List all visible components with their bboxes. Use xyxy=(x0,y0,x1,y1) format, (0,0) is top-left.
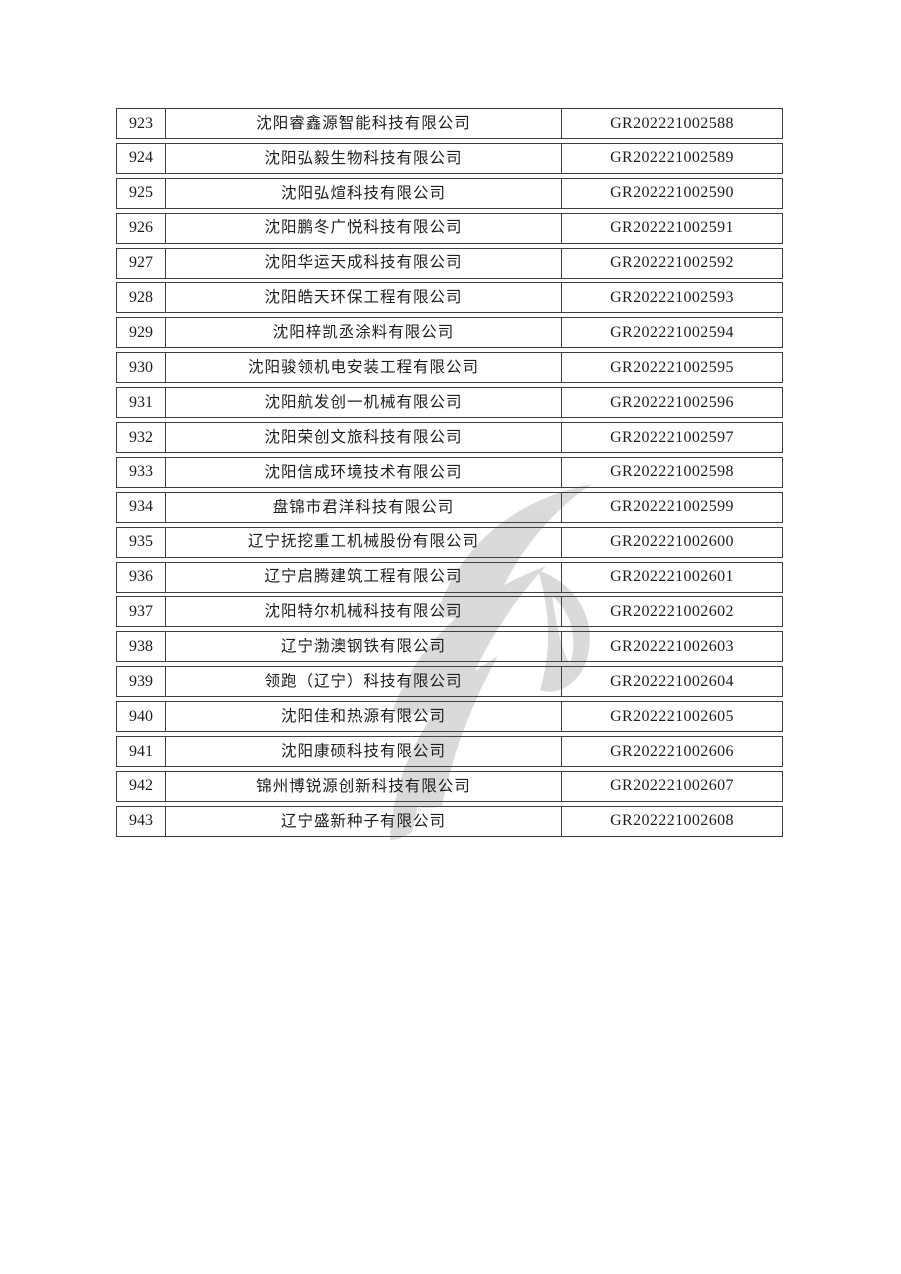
company-name-cell: 沈阳骏领机电安装工程有限公司 xyxy=(165,352,562,384)
certificate-number-cell: GR202221002589 xyxy=(561,142,783,174)
row-index-cell: 925 xyxy=(116,177,166,209)
company-name-cell: 锦州博锐源创新科技有限公司 xyxy=(165,770,562,802)
certificate-number-cell: GR202221002590 xyxy=(561,177,783,209)
certificate-number-cell: GR202221002604 xyxy=(561,666,783,698)
certificate-number-cell: GR202221002606 xyxy=(561,736,783,768)
company-name-cell: 沈阳梓凯丞涂料有限公司 xyxy=(165,317,562,349)
company-name-cell: 沈阳康硕科技有限公司 xyxy=(165,736,562,768)
row-index-cell: 936 xyxy=(116,561,166,593)
certificate-number-cell: GR202221002599 xyxy=(561,491,783,523)
company-name-cell: 沈阳信成环境技术有限公司 xyxy=(165,456,562,488)
row-index-cell: 943 xyxy=(116,805,166,837)
row-index-cell: 927 xyxy=(116,247,166,279)
certificate-table: 923 沈阳睿鑫源智能科技有限公司 GR202221002588 924 沈阳弘… xyxy=(116,108,783,837)
table-row: 943 辽宁盛新种子有限公司 GR202221002608 xyxy=(116,805,783,837)
row-index-cell: 934 xyxy=(116,491,166,523)
certificate-number-cell: GR202221002596 xyxy=(561,387,783,419)
table-row: 932 沈阳荣创文旅科技有限公司 GR202221002597 xyxy=(116,422,783,454)
row-index-cell: 941 xyxy=(116,736,166,768)
company-name-cell: 盘锦市君洋科技有限公司 xyxy=(165,491,562,523)
row-index-cell: 939 xyxy=(116,666,166,698)
certificate-number-cell: GR202221002593 xyxy=(561,282,783,314)
table-row: 931 沈阳航发创一机械有限公司 GR202221002596 xyxy=(116,387,783,419)
table-row: 924 沈阳弘毅生物科技有限公司 GR202221002589 xyxy=(116,142,783,174)
certificate-number-cell: GR202221002608 xyxy=(561,805,783,837)
certificate-number-cell: GR202221002603 xyxy=(561,631,783,663)
table-row: 936 辽宁启腾建筑工程有限公司 GR202221002601 xyxy=(116,561,783,593)
company-name-cell: 沈阳鹏冬广悦科技有限公司 xyxy=(165,212,562,244)
company-name-cell: 沈阳弘毅生物科技有限公司 xyxy=(165,142,562,174)
row-index-cell: 931 xyxy=(116,387,166,419)
certificate-number-cell: GR202221002597 xyxy=(561,422,783,454)
table-row: 929 沈阳梓凯丞涂料有限公司 GR202221002594 xyxy=(116,317,783,349)
table-row: 927 沈阳华运天成科技有限公司 GR202221002592 xyxy=(116,247,783,279)
certificate-number-cell: GR202221002601 xyxy=(561,561,783,593)
table-row: 935 辽宁抚挖重工机械股份有限公司 GR202221002600 xyxy=(116,526,783,558)
table-row: 933 沈阳信成环境技术有限公司 GR202221002598 xyxy=(116,456,783,488)
certificate-number-cell: GR202221002588 xyxy=(561,108,783,139)
row-index-cell: 940 xyxy=(116,701,166,733)
row-index-cell: 938 xyxy=(116,631,166,663)
company-name-cell: 辽宁渤澳钢铁有限公司 xyxy=(165,631,562,663)
table-row: 942 锦州博锐源创新科技有限公司 GR202221002607 xyxy=(116,770,783,802)
row-index-cell: 929 xyxy=(116,317,166,349)
certificate-number-cell: GR202221002591 xyxy=(561,212,783,244)
certificate-number-cell: GR202221002605 xyxy=(561,701,783,733)
table-row: 941 沈阳康硕科技有限公司 GR202221002606 xyxy=(116,736,783,768)
certificate-number-cell: GR202221002592 xyxy=(561,247,783,279)
company-name-cell: 沈阳华运天成科技有限公司 xyxy=(165,247,562,279)
table-row: 937 沈阳特尔机械科技有限公司 GR202221002602 xyxy=(116,596,783,628)
company-name-cell: 辽宁盛新种子有限公司 xyxy=(165,805,562,837)
row-index-cell: 937 xyxy=(116,596,166,628)
row-index-cell: 926 xyxy=(116,212,166,244)
row-index-cell: 924 xyxy=(116,142,166,174)
table-row: 928 沈阳皓天环保工程有限公司 GR202221002593 xyxy=(116,282,783,314)
company-name-cell: 沈阳睿鑫源智能科技有限公司 xyxy=(165,108,562,139)
row-index-cell: 923 xyxy=(116,108,166,139)
row-index-cell: 928 xyxy=(116,282,166,314)
certificate-number-cell: GR202221002600 xyxy=(561,526,783,558)
certificate-number-cell: GR202221002595 xyxy=(561,352,783,384)
company-name-cell: 沈阳弘煊科技有限公司 xyxy=(165,177,562,209)
certificate-number-cell: GR202221002598 xyxy=(561,456,783,488)
company-name-cell: 沈阳佳和热源有限公司 xyxy=(165,701,562,733)
company-name-cell: 辽宁启腾建筑工程有限公司 xyxy=(165,561,562,593)
row-index-cell: 933 xyxy=(116,456,166,488)
table-row: 923 沈阳睿鑫源智能科技有限公司 GR202221002588 xyxy=(116,108,783,139)
company-name-cell: 沈阳航发创一机械有限公司 xyxy=(165,387,562,419)
certificate-number-cell: GR202221002607 xyxy=(561,770,783,802)
company-name-cell: 沈阳皓天环保工程有限公司 xyxy=(165,282,562,314)
table-row: 940 沈阳佳和热源有限公司 GR202221002605 xyxy=(116,701,783,733)
company-name-cell: 辽宁抚挖重工机械股份有限公司 xyxy=(165,526,562,558)
table-row: 934 盘锦市君洋科技有限公司 GR202221002599 xyxy=(116,491,783,523)
table-row: 930 沈阳骏领机电安装工程有限公司 GR202221002595 xyxy=(116,352,783,384)
row-index-cell: 935 xyxy=(116,526,166,558)
company-name-cell: 沈阳特尔机械科技有限公司 xyxy=(165,596,562,628)
table-row: 926 沈阳鹏冬广悦科技有限公司 GR202221002591 xyxy=(116,212,783,244)
table-row: 939 领跑（辽宁）科技有限公司 GR202221002604 xyxy=(116,666,783,698)
certificate-number-cell: GR202221002594 xyxy=(561,317,783,349)
row-index-cell: 930 xyxy=(116,352,166,384)
company-name-cell: 沈阳荣创文旅科技有限公司 xyxy=(165,422,562,454)
company-name-cell: 领跑（辽宁）科技有限公司 xyxy=(165,666,562,698)
row-index-cell: 932 xyxy=(116,422,166,454)
certificate-number-cell: GR202221002602 xyxy=(561,596,783,628)
table-row: 938 辽宁渤澳钢铁有限公司 GR202221002603 xyxy=(116,631,783,663)
table-row: 925 沈阳弘煊科技有限公司 GR202221002590 xyxy=(116,177,783,209)
row-index-cell: 942 xyxy=(116,770,166,802)
